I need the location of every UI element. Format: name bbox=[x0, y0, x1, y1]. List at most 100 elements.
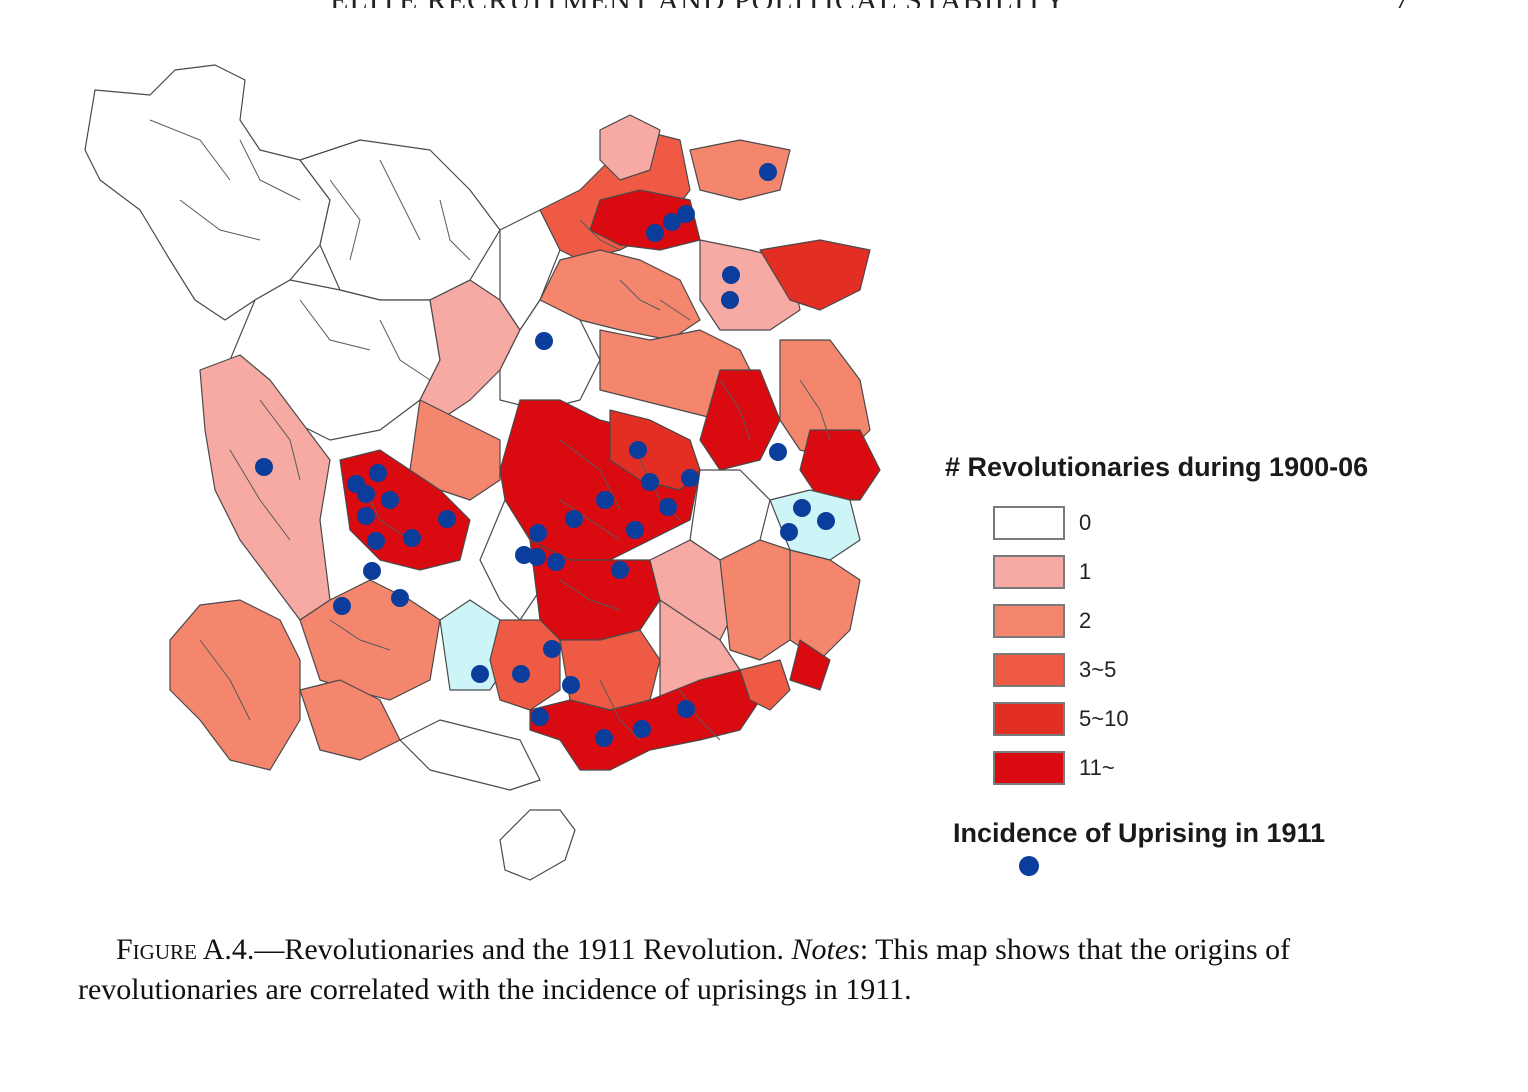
prefecture-boundary bbox=[379, 319, 431, 381]
running-header: ELITE RECRUITMENT AND POLITICAL STABILIT… bbox=[330, 0, 1430, 8]
prefecture-boundary bbox=[579, 219, 621, 251]
prefecture-boundary bbox=[229, 449, 291, 541]
prefecture-region bbox=[799, 429, 881, 501]
prefecture-boundary bbox=[379, 159, 421, 241]
uprising-marker bbox=[759, 163, 777, 181]
prefecture-region bbox=[559, 629, 661, 711]
uprising-marker bbox=[721, 291, 739, 309]
prefecture-region bbox=[299, 139, 501, 301]
uprising-marker bbox=[641, 473, 659, 491]
prefecture-boundary bbox=[149, 119, 231, 181]
uprising-marker bbox=[255, 458, 273, 476]
legend-label-0: 0 bbox=[1079, 510, 1092, 535]
prefecture-boundary bbox=[299, 299, 371, 351]
figure-title: —Revolutionaries and the 1911 Revolution… bbox=[254, 933, 792, 966]
running-title: ELITE RECRUITMENT AND POLITICAL STABILIT… bbox=[330, 0, 1067, 8]
prefecture-boundary bbox=[599, 679, 641, 741]
page-number: 7 bbox=[1394, 0, 1410, 8]
legend-swatch-4 bbox=[993, 702, 1065, 736]
uprising-marker bbox=[629, 441, 647, 459]
prefecture-region bbox=[759, 239, 871, 311]
legend-title: # Revolutionaries during 1900-06 bbox=[945, 452, 1369, 482]
prefecture-region bbox=[499, 809, 576, 881]
uprising-marker bbox=[367, 532, 385, 550]
prefecture-region bbox=[589, 189, 701, 251]
prefecture-region bbox=[599, 114, 661, 181]
prefecture-boundary bbox=[239, 139, 301, 201]
prefecture-boundary bbox=[559, 499, 621, 541]
uprising-marker bbox=[817, 512, 835, 530]
legend-swatch-1 bbox=[993, 555, 1065, 589]
uprising-marker bbox=[611, 561, 629, 579]
prefecture-region bbox=[529, 669, 761, 771]
uprising-marker bbox=[535, 332, 553, 350]
uprising-marker bbox=[357, 485, 375, 503]
legend-label-5: 11~ bbox=[1079, 755, 1115, 780]
map-legend: # Revolutionaries during 1900-06 0 1 2 3… bbox=[945, 452, 1465, 876]
uprising-marker bbox=[677, 700, 695, 718]
uprising-marker bbox=[663, 213, 681, 231]
prefecture-regions bbox=[84, 64, 881, 881]
legend-label-4: 5~10 bbox=[1079, 706, 1129, 731]
prefecture-region bbox=[489, 619, 561, 711]
uprising-marker bbox=[528, 548, 546, 566]
uprising-marker bbox=[793, 499, 811, 517]
prefecture-region bbox=[169, 599, 301, 771]
prefecture-boundary bbox=[329, 619, 391, 651]
figure-label: Figure A.4. bbox=[116, 933, 255, 966]
prefecture-boundary bbox=[329, 179, 361, 261]
uprising-marker bbox=[529, 524, 547, 542]
prefecture-boundary bbox=[679, 689, 721, 741]
uprising-legend-title: Incidence of Uprising in 1911 bbox=[953, 818, 1326, 848]
uprising-marker bbox=[565, 510, 583, 528]
prefecture-boundary bbox=[199, 639, 251, 721]
uprising-marker bbox=[562, 676, 580, 694]
prefecture-region bbox=[789, 639, 831, 691]
uprising-legend-dot bbox=[1019, 856, 1039, 876]
legend-swatch-2 bbox=[993, 604, 1065, 638]
uprising-marker bbox=[403, 529, 421, 547]
prefecture-region bbox=[719, 539, 791, 661]
figure-caption: Figure A.4.—Revolutionaries and the 1911… bbox=[78, 930, 1438, 1010]
uprising-marker bbox=[596, 491, 614, 509]
uprising-marker bbox=[471, 665, 489, 683]
uprising-marker bbox=[769, 443, 787, 461]
uprising-marker bbox=[438, 510, 456, 528]
uprising-marker bbox=[677, 205, 695, 223]
legend-swatch-5 bbox=[993, 751, 1065, 785]
uprising-marker bbox=[391, 589, 409, 607]
uprising-marker bbox=[531, 708, 549, 726]
uprising-marker bbox=[595, 729, 613, 747]
uprising-marker bbox=[646, 224, 664, 242]
uprising-marker bbox=[333, 597, 351, 615]
uprising-marker bbox=[369, 464, 387, 482]
prefecture-region bbox=[689, 139, 791, 201]
uprising-marker bbox=[722, 266, 740, 284]
china-prefecture-map bbox=[84, 64, 881, 881]
uprising-marker bbox=[681, 469, 699, 487]
uprising-marker bbox=[512, 665, 530, 683]
prefecture-region bbox=[699, 369, 781, 471]
prefecture-boundary bbox=[619, 279, 661, 311]
prefecture-boundaries bbox=[149, 119, 831, 741]
notes-label: Notes bbox=[791, 933, 860, 966]
uprising-marker bbox=[357, 507, 375, 525]
notes-text: : This map shows that the origins of rev… bbox=[78, 933, 1291, 1006]
uprising-marker bbox=[363, 562, 381, 580]
prefecture-boundary bbox=[799, 379, 831, 441]
uprising-marker bbox=[659, 498, 677, 516]
uprising-marker bbox=[780, 523, 798, 541]
prefecture-boundary bbox=[439, 199, 471, 261]
prefecture-region bbox=[409, 399, 501, 501]
prefecture-region bbox=[399, 719, 541, 791]
uprising-markers bbox=[255, 163, 835, 747]
prefecture-boundary bbox=[719, 379, 751, 441]
prefecture-boundary bbox=[259, 399, 301, 481]
uprising-marker bbox=[381, 491, 399, 509]
legend-swatch-0 bbox=[993, 506, 1065, 540]
prefecture-boundary bbox=[179, 199, 261, 241]
legend-label-1: 1 bbox=[1079, 559, 1092, 584]
legend-label-3: 3~5 bbox=[1079, 657, 1117, 682]
legend-label-2: 2 bbox=[1079, 608, 1092, 633]
uprising-marker bbox=[633, 720, 651, 738]
